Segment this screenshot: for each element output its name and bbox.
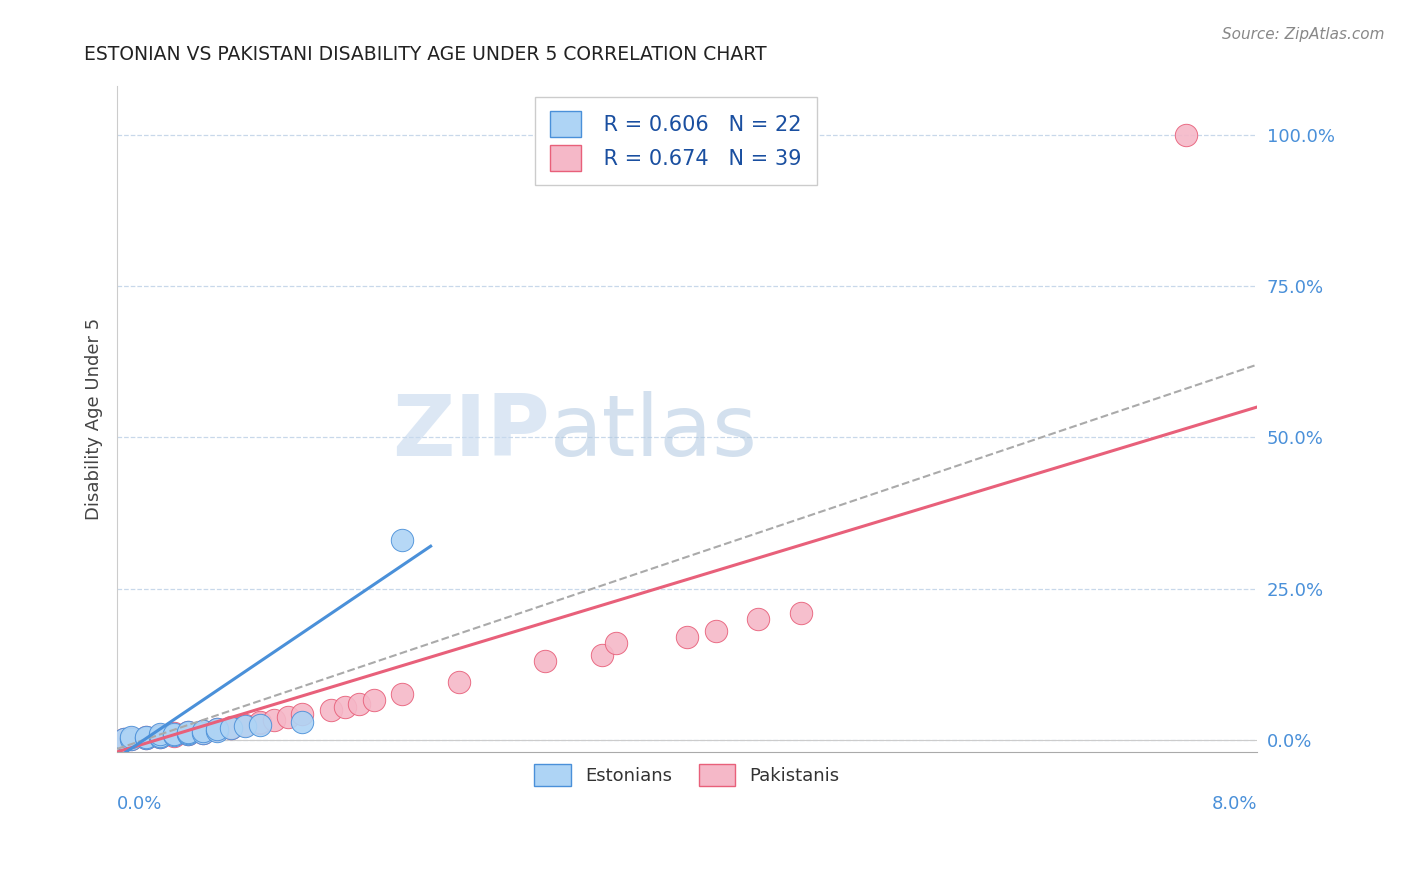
Point: [205, 722, 228, 736]
Point: [235, 719, 257, 733]
Text: Source: ZipAtlas.com: Source: ZipAtlas.com: [1222, 27, 1385, 42]
Point: [219, 721, 242, 735]
Text: 0.0%: 0.0%: [117, 795, 163, 814]
Legend: Estonians, Pakistanis: Estonians, Pakistanis: [527, 756, 846, 793]
Point: [163, 726, 186, 740]
Point: [790, 606, 813, 620]
Point: [120, 731, 142, 746]
Point: [177, 727, 200, 741]
Point: [163, 727, 186, 741]
Point: [249, 715, 271, 730]
Point: [120, 731, 142, 746]
Point: [605, 636, 627, 650]
Point: [177, 727, 200, 741]
Point: [135, 731, 157, 745]
Point: [149, 727, 172, 741]
Point: [149, 730, 172, 744]
Point: [235, 717, 257, 731]
Point: [319, 702, 342, 716]
Point: [191, 723, 214, 738]
Point: [249, 717, 271, 731]
Point: [149, 729, 172, 743]
Text: 8.0%: 8.0%: [1212, 795, 1257, 814]
Point: [219, 721, 242, 735]
Text: atlas: atlas: [550, 391, 758, 474]
Point: [191, 725, 214, 739]
Point: [533, 654, 555, 668]
Point: [191, 723, 214, 738]
Point: [205, 723, 228, 738]
Point: [149, 729, 172, 743]
Point: [349, 697, 371, 711]
Point: [112, 731, 135, 746]
Point: [163, 728, 186, 742]
Point: [391, 688, 413, 702]
Point: [135, 730, 157, 744]
Point: [149, 728, 172, 742]
Point: [149, 731, 172, 745]
Point: [449, 675, 471, 690]
Point: [249, 714, 271, 729]
Point: [1174, 128, 1197, 142]
Point: [205, 722, 228, 736]
Point: [135, 730, 157, 744]
Text: ESTONIAN VS PAKISTANI DISABILITY AGE UNDER 5 CORRELATION CHART: ESTONIAN VS PAKISTANI DISABILITY AGE UND…: [84, 45, 768, 63]
Point: [747, 612, 769, 626]
Point: [120, 731, 142, 745]
Y-axis label: Disability Age Under 5: Disability Age Under 5: [86, 318, 103, 520]
Point: [591, 648, 613, 662]
Point: [291, 714, 314, 729]
Point: [163, 727, 186, 741]
Point: [391, 533, 413, 548]
Point: [177, 726, 200, 740]
Point: [163, 729, 186, 743]
Point: [676, 630, 699, 644]
Text: ZIP: ZIP: [392, 391, 550, 474]
Point: [112, 732, 135, 747]
Point: [704, 624, 727, 638]
Point: [263, 713, 285, 727]
Point: [177, 725, 200, 739]
Point: [363, 693, 385, 707]
Point: [205, 723, 228, 738]
Point: [135, 731, 157, 745]
Point: [291, 707, 314, 722]
Point: [177, 725, 200, 739]
Point: [191, 725, 214, 739]
Point: [219, 719, 242, 733]
Point: [277, 710, 299, 724]
Point: [120, 731, 142, 745]
Point: [333, 699, 356, 714]
